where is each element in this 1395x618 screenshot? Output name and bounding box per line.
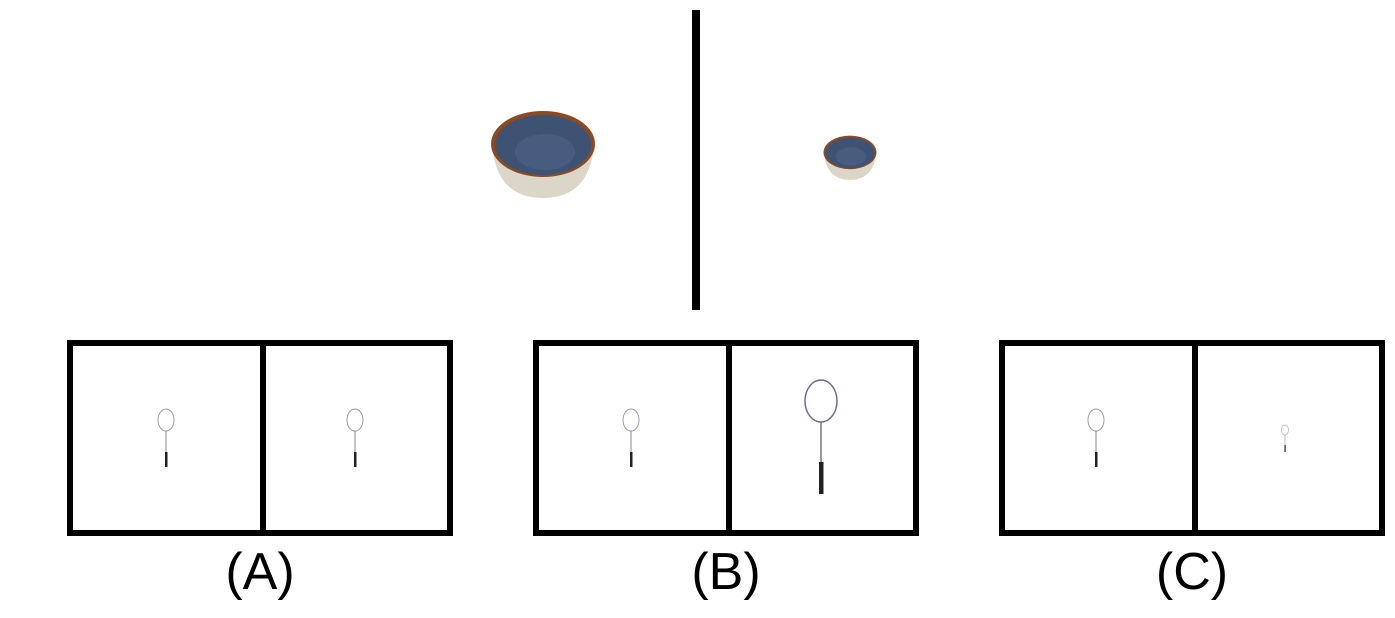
badminton-racket-icon: [1087, 408, 1105, 467]
center-divider: [692, 10, 700, 310]
option-a-right-cell: [266, 346, 453, 530]
option-a-divider: [260, 346, 266, 530]
badminton-racket-icon: [622, 408, 640, 467]
badminton-racket-icon: [157, 408, 175, 467]
badminton-racket-icon: [1281, 424, 1289, 452]
option-c-right-cell: [1198, 346, 1385, 530]
option-a-label: (A): [225, 543, 295, 601]
option-b-divider: [726, 346, 732, 530]
option-b-label: (B): [691, 543, 761, 601]
bowl-icon: [823, 135, 877, 180]
option-b-panel[interactable]: [533, 340, 919, 536]
option-b-left-cell: [539, 346, 726, 530]
bowl-icon: [491, 111, 595, 198]
option-c-label: (C): [1155, 543, 1229, 601]
option-a-left-cell: [73, 346, 260, 530]
option-c-left-cell: [1005, 346, 1192, 530]
option-b-right-cell: [732, 346, 919, 530]
badminton-racket-icon: [346, 408, 364, 467]
option-c-panel[interactable]: [999, 340, 1385, 536]
badminton-racket-icon: [804, 379, 838, 494]
option-c-divider: [1192, 346, 1198, 530]
option-a-panel[interactable]: [67, 340, 453, 536]
